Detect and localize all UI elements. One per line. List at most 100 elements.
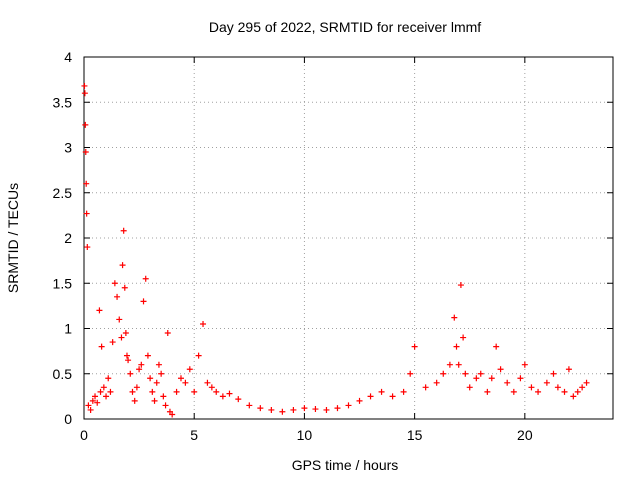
data-point: [81, 82, 88, 89]
data-point: [579, 384, 586, 391]
data-point: [85, 402, 92, 409]
data-point: [81, 90, 88, 97]
data-point: [140, 298, 147, 305]
data-point: [204, 379, 211, 386]
data-point: [378, 388, 385, 395]
data-point: [160, 393, 167, 400]
data-point: [246, 402, 253, 409]
data-point: [97, 388, 104, 395]
data-point: [182, 379, 189, 386]
data-point: [173, 388, 180, 395]
data-point: [195, 352, 202, 359]
data-point: [200, 320, 207, 327]
x-tick-label: 10: [297, 427, 313, 443]
data-point: [98, 343, 105, 350]
data-point: [561, 388, 568, 395]
data-point: [119, 262, 126, 269]
data-point: [407, 370, 414, 377]
data-point: [153, 379, 160, 386]
data-point: [94, 399, 101, 406]
data-point: [158, 370, 165, 377]
data-point: [121, 284, 128, 291]
data-point: [109, 339, 116, 346]
y-tick-label: 0: [64, 411, 72, 427]
data-point: [123, 352, 130, 359]
data-point: [118, 334, 125, 341]
data-point: [92, 393, 99, 400]
data-point: [451, 314, 458, 321]
x-tick-label: 20: [517, 427, 533, 443]
data-point: [131, 397, 138, 404]
data-point: [504, 379, 511, 386]
data-point: [488, 375, 495, 382]
x-tick-label: 0: [80, 427, 88, 443]
data-point: [565, 366, 572, 373]
data-point: [83, 210, 90, 217]
data-point: [111, 280, 118, 287]
data-point: [477, 370, 484, 377]
data-point: [334, 405, 341, 412]
data-point: [186, 366, 193, 373]
data-point: [107, 388, 114, 395]
data-point: [521, 361, 528, 368]
data-point: [87, 406, 94, 413]
data-point: [411, 343, 418, 350]
data-point: [574, 388, 581, 395]
x-tick-label: 15: [407, 427, 423, 443]
data-point: [149, 388, 156, 395]
data-point: [155, 361, 162, 368]
data-point: [356, 397, 363, 404]
axis-ticks: [83, 56, 613, 420]
data-point: [144, 352, 151, 359]
data-point: [570, 393, 577, 400]
data-point: [133, 384, 140, 391]
data-point: [433, 379, 440, 386]
data-point: [169, 411, 176, 418]
data-point: [208, 384, 215, 391]
data-point: [105, 375, 112, 382]
data-point: [136, 366, 143, 373]
data-point: [235, 396, 242, 403]
data-point: [127, 370, 134, 377]
y-tick-label: 0.5: [53, 366, 73, 382]
data-point: [162, 402, 169, 409]
data-point: [122, 330, 129, 337]
data-point: [554, 384, 561, 391]
data-point: [96, 307, 103, 314]
data-point: [290, 406, 297, 413]
data-point: [279, 408, 286, 415]
data-point: [323, 406, 330, 413]
data-point: [84, 244, 91, 251]
data-point: [83, 180, 90, 187]
data-point: [535, 388, 542, 395]
data-point: [484, 388, 491, 395]
data-point: [142, 275, 149, 282]
x-tick-label: 5: [190, 427, 198, 443]
data-point: [164, 330, 171, 337]
data-point: [219, 393, 226, 400]
data-point: [89, 397, 96, 404]
data-points: [81, 82, 590, 418]
data-point: [583, 379, 590, 386]
data-point: [226, 390, 233, 397]
data-point: [462, 370, 469, 377]
data-point: [453, 343, 460, 350]
data-point: [473, 375, 480, 382]
data-point: [100, 384, 107, 391]
data-point: [82, 121, 89, 128]
data-point: [257, 405, 264, 412]
data-point: [446, 361, 453, 368]
data-point: [389, 393, 396, 400]
data-point: [367, 393, 374, 400]
data-point: [550, 370, 557, 377]
data-point: [191, 388, 198, 395]
data-point: [345, 402, 352, 409]
y-tick-label: 3.5: [53, 94, 73, 110]
y-tick-label: 2: [64, 230, 72, 246]
y-tick-label: 2.5: [53, 185, 73, 201]
data-point: [400, 388, 407, 395]
data-point: [268, 406, 275, 413]
x-axis-label: GPS time / hours: [292, 457, 399, 473]
data-point: [528, 384, 535, 391]
